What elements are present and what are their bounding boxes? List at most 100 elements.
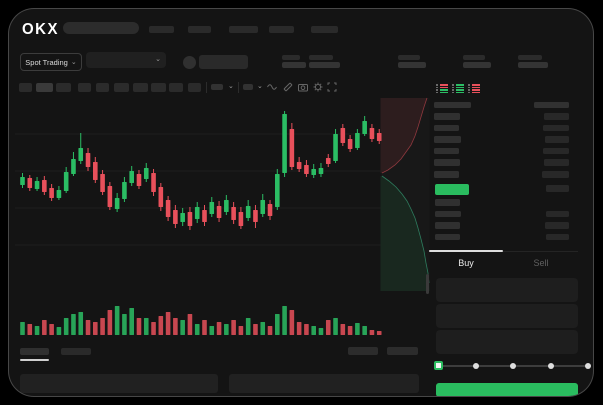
timeframe-button[interactable] bbox=[188, 83, 201, 92]
volume-bar bbox=[165, 312, 171, 335]
active-tab-underline bbox=[429, 250, 503, 252]
volume-bar bbox=[289, 310, 295, 335]
bid-price[interactable] bbox=[435, 210, 461, 218]
volume-bar bbox=[355, 323, 360, 335]
volume-bar bbox=[325, 320, 331, 335]
timeframe-button[interactable] bbox=[56, 83, 71, 92]
candle-body bbox=[369, 128, 375, 139]
pair-selector-dropdown[interactable]: ⌄ bbox=[86, 52, 166, 68]
bottom-action-button[interactable] bbox=[348, 347, 378, 355]
candle-type-dropdown[interactable] bbox=[211, 84, 223, 90]
candle-body bbox=[129, 171, 134, 183]
bottom-tab[interactable] bbox=[61, 348, 91, 355]
bid-price[interactable] bbox=[435, 233, 460, 241]
book-asks-icon[interactable] bbox=[468, 84, 480, 94]
timeframe-button[interactable] bbox=[114, 83, 129, 92]
amount-field[interactable] bbox=[436, 304, 578, 328]
book-combined-icon[interactable] bbox=[436, 84, 448, 94]
icon-bar bbox=[456, 89, 464, 91]
ask-price[interactable] bbox=[434, 171, 459, 178]
candle-body bbox=[362, 121, 367, 134]
tab-sell[interactable]: Sell bbox=[533, 258, 549, 268]
slider-stop-dot[interactable] bbox=[472, 363, 479, 369]
bid-price[interactable] bbox=[435, 199, 460, 206]
price-field[interactable] bbox=[436, 278, 578, 302]
candle-body bbox=[289, 129, 295, 167]
candle-body bbox=[107, 186, 113, 207]
slider-stop-dot[interactable] bbox=[585, 363, 591, 369]
bid-price[interactable] bbox=[435, 222, 460, 229]
ticker-label bbox=[309, 55, 333, 60]
timeframe-button[interactable] bbox=[151, 83, 166, 92]
candle-body bbox=[187, 212, 193, 226]
buy-button[interactable] bbox=[436, 383, 578, 396]
ask-price[interactable] bbox=[434, 113, 460, 120]
depth-bids-line bbox=[381, 175, 430, 284]
ask-price[interactable] bbox=[434, 147, 459, 155]
ask-price[interactable] bbox=[434, 159, 460, 166]
volume-bar bbox=[231, 320, 236, 335]
scrollbar-thumb[interactable] bbox=[426, 274, 429, 294]
volume-bar bbox=[311, 326, 316, 335]
bottom-tab[interactable] bbox=[20, 348, 49, 355]
candle-body bbox=[42, 180, 47, 192]
ticker-value bbox=[398, 62, 426, 68]
indicator-wave-icon[interactable] bbox=[267, 82, 277, 92]
timeframe-button[interactable] bbox=[96, 83, 109, 92]
orderbook-amount-header bbox=[534, 102, 569, 108]
candle-body bbox=[209, 202, 215, 214]
chevron-down-icon[interactable]: ⌄ bbox=[257, 83, 263, 90]
candle-body bbox=[173, 210, 178, 224]
orderbook-last-price[interactable] bbox=[435, 184, 469, 195]
ask-price[interactable] bbox=[434, 136, 461, 143]
toolbar-divider bbox=[206, 82, 207, 93]
ask-price[interactable] bbox=[434, 124, 459, 132]
tab-buy[interactable]: Buy bbox=[458, 258, 474, 268]
bid-amount bbox=[546, 233, 569, 241]
settings-gear-icon[interactable] bbox=[313, 82, 323, 92]
ask-amount bbox=[542, 171, 569, 178]
interval-dropdown[interactable] bbox=[243, 84, 253, 90]
nav-item[interactable] bbox=[269, 26, 294, 33]
last-price-amount bbox=[546, 185, 569, 192]
icon-dot bbox=[436, 84, 438, 86]
volume-bar bbox=[85, 320, 91, 335]
nav-item[interactable] bbox=[188, 26, 211, 33]
total-field[interactable] bbox=[436, 330, 578, 354]
icon-dot bbox=[452, 91, 454, 94]
icon-bar bbox=[440, 91, 448, 94]
candle-body bbox=[260, 200, 266, 214]
ruler-icon[interactable] bbox=[283, 82, 293, 92]
timeframe-button[interactable] bbox=[78, 83, 91, 92]
trade-tabs-divider bbox=[429, 251, 578, 252]
nav-item[interactable] bbox=[229, 26, 258, 33]
timeframe-button[interactable] bbox=[36, 83, 53, 92]
candle-body bbox=[180, 213, 185, 222]
volume-bar bbox=[187, 314, 193, 335]
candle-body bbox=[231, 207, 236, 220]
camera-icon[interactable] bbox=[298, 82, 308, 92]
timeframe-button[interactable] bbox=[19, 83, 32, 92]
icon-bar bbox=[440, 86, 448, 89]
candle-body bbox=[114, 198, 120, 209]
chevron-down-icon[interactable]: ⌄ bbox=[228, 83, 234, 90]
bottom-action-button[interactable] bbox=[387, 347, 418, 355]
timeframe-button[interactable] bbox=[133, 83, 148, 92]
slider-stop-dot[interactable] bbox=[510, 363, 516, 369]
candle-body bbox=[71, 159, 76, 174]
search-input[interactable] bbox=[63, 22, 139, 34]
timeframe-button[interactable] bbox=[169, 83, 183, 92]
volume-bar bbox=[114, 306, 120, 335]
candle-body bbox=[296, 162, 302, 169]
nav-item[interactable] bbox=[149, 26, 174, 33]
fullscreen-icon[interactable] bbox=[327, 82, 337, 92]
slider-stop-dot[interactable] bbox=[547, 363, 554, 369]
candle-body bbox=[253, 210, 258, 222]
nav-item[interactable] bbox=[311, 26, 338, 33]
candle-body bbox=[333, 134, 338, 161]
slider-handle[interactable] bbox=[433, 361, 443, 370]
book-bids-icon[interactable] bbox=[452, 84, 464, 94]
volume-bar bbox=[129, 308, 134, 335]
spot-trading-dropdown[interactable]: Spot Trading ⌄ bbox=[20, 53, 82, 71]
